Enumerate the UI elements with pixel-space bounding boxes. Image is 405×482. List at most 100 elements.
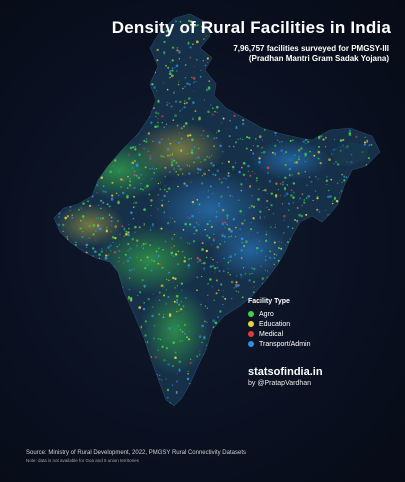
facility-point: [296, 207, 299, 209]
brand-link[interactable]: statsofindia.in: [248, 366, 323, 378]
facility-point: [117, 220, 119, 222]
facility-point: [246, 355, 249, 359]
facility-point: [317, 150, 321, 154]
facility-point: [80, 30, 83, 32]
facility-point: [116, 245, 119, 248]
facility-point: [163, 126, 166, 129]
facility-point: [115, 38, 118, 40]
facility-point: [186, 134, 190, 137]
facility-point: [315, 176, 317, 178]
facility-point: [364, 283, 367, 287]
facility-point: [303, 199, 306, 201]
facility-point: [209, 220, 211, 222]
facility-point: [180, 137, 183, 140]
facility-point: [181, 330, 184, 333]
facility-point: [189, 56, 192, 59]
facility-point: [107, 351, 109, 353]
facility-point: [134, 59, 137, 62]
facility-point: [329, 279, 332, 282]
facility-point: [323, 99, 326, 103]
facility-point: [348, 397, 351, 400]
facility-point: [104, 68, 106, 70]
facility-point: [151, 396, 154, 399]
facility-point: [97, 308, 99, 311]
facility-point: [321, 40, 323, 42]
facility-point: [128, 277, 131, 279]
facility-point: [187, 19, 191, 23]
facility-point: [238, 170, 241, 174]
facility-point: [117, 362, 120, 365]
facility-point: [111, 106, 114, 109]
facility-point: [344, 312, 346, 314]
facility-point: [249, 16, 251, 18]
facility-point: [241, 296, 244, 299]
facility-point: [333, 215, 336, 217]
facility-point: [68, 243, 71, 247]
legend-item-medical: Medical: [248, 329, 310, 339]
facility-point: [193, 66, 195, 68]
facility-point: [239, 138, 242, 140]
facility-point: [69, 122, 72, 124]
facility-point: [217, 205, 221, 208]
facility-point: [144, 187, 146, 189]
facility-point: [307, 130, 310, 133]
facility-point: [115, 53, 117, 56]
facility-point: [284, 176, 287, 180]
facility-point: [124, 114, 127, 118]
facility-point: [109, 364, 111, 367]
facility-point: [286, 260, 289, 263]
facility-point: [150, 53, 153, 55]
facility-point: [110, 196, 114, 200]
facility-point: [100, 176, 104, 179]
facility-point: [215, 382, 218, 385]
facility-point: [90, 390, 93, 393]
facility-point: [125, 42, 129, 46]
facility-point: [79, 158, 82, 161]
facility-point: [207, 196, 210, 199]
facility-point: [327, 195, 330, 199]
facility-point: [189, 134, 192, 137]
facility-point: [359, 300, 362, 303]
facility-point: [167, 363, 170, 366]
facility-point: [293, 81, 296, 84]
facility-point: [58, 48, 60, 50]
facility-point: [73, 287, 77, 290]
facility-point: [144, 286, 146, 288]
facility-point: [134, 148, 137, 151]
facility-point: [274, 118, 278, 122]
facility-point: [112, 398, 115, 401]
facility-point: [344, 302, 347, 305]
facility-point: [99, 141, 102, 143]
facility-point: [147, 57, 151, 60]
facility-point: [104, 266, 107, 269]
facility-point: [355, 199, 358, 202]
facility-point: [379, 137, 380, 140]
facility-point: [171, 237, 174, 240]
facility-point: [222, 209, 225, 212]
facility-point: [349, 250, 353, 253]
facility-point: [51, 295, 53, 297]
facility-point: [134, 56, 137, 59]
facility-point: [110, 198, 114, 201]
facility-point: [367, 339, 369, 341]
facility-point: [235, 125, 238, 128]
facility-point: [276, 139, 279, 141]
facility-point: [82, 25, 86, 28]
facility-point: [157, 194, 159, 196]
facility-point: [269, 250, 272, 253]
facility-point: [288, 167, 292, 171]
facility-point: [350, 14, 352, 16]
facility-point: [240, 249, 244, 252]
facility-point: [111, 194, 114, 197]
facility-point: [62, 230, 64, 232]
facility-point: [198, 258, 202, 262]
facility-point: [332, 200, 334, 202]
facility-point: [280, 241, 282, 243]
facility-point: [96, 225, 100, 229]
facility-point: [202, 378, 204, 380]
facility-point: [240, 276, 242, 278]
facility-point: [216, 111, 219, 114]
facility-point: [101, 69, 104, 72]
facility-point: [283, 219, 285, 221]
facility-point: [322, 386, 324, 388]
